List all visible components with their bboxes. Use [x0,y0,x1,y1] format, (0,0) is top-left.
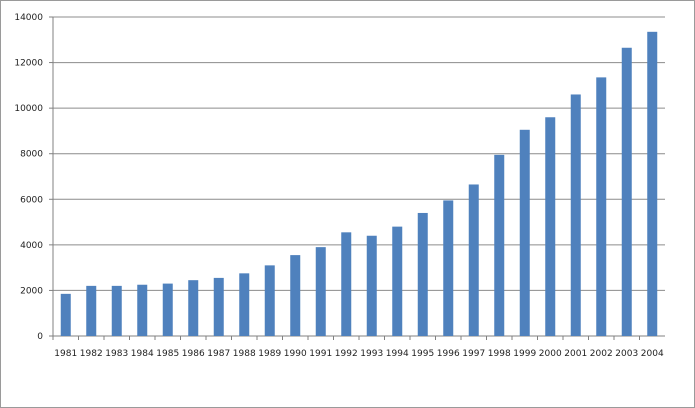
x-tick-label: 1999 [513,349,536,359]
bar-2001 [570,94,581,336]
bar-1991 [315,247,326,336]
x-tick-label: 1988 [233,349,256,359]
bar-1986 [188,280,199,336]
bar-1989 [264,265,275,336]
x-tick-label: 2000 [539,349,562,359]
bar-2002 [596,77,607,336]
x-tick-label: 1987 [207,349,230,359]
x-tick-label: 1989 [258,349,281,359]
x-tick-label: 1997 [462,349,485,359]
x-tick-label: 1986 [182,349,205,359]
x-tick-label: 2003 [615,349,638,359]
x-tick-label: 1991 [309,349,332,359]
x-tick-label: 1984 [131,349,154,359]
bar-1995 [417,212,428,336]
bar-1993 [366,235,377,336]
bar-1992 [341,232,352,336]
y-tick-label: 4000 [20,241,43,251]
bar-1987 [213,277,224,336]
bars [60,31,658,337]
x-axis: 1981 1982 1983 1984 1985 1986 1987 1988 1989 1990… [52,336,664,359]
bar-2003 [621,47,632,337]
x-tick-label: 2001 [564,349,587,359]
x-tick-label: 1992 [335,349,358,359]
y-tick-label: 6000 [20,195,43,205]
bar-1994 [392,226,403,336]
x-tick-label: 1994 [386,349,409,359]
bar-1982 [86,285,97,336]
bar-1998 [494,154,505,336]
y-axis: 0 2000 4000 6000 8000 10000 12000 14000 [14,13,54,342]
x-tick-label: 2002 [590,349,613,359]
y-tick-label: 0 [37,332,43,342]
x-tick-label: 1993 [360,349,383,359]
x-tick-label: 1985 [156,349,179,359]
bar-1985 [162,283,173,336]
y-tick-label: 14000 [14,13,43,23]
bar-1990 [290,255,301,336]
x-tick-label: 1981 [54,349,77,359]
x-tick-label: 1998 [488,349,511,359]
bar-2000 [545,117,556,336]
x-tick-label: 1995 [411,349,434,359]
bar-1988 [239,273,250,336]
bar-1999 [519,129,530,336]
bar-1996 [443,200,454,336]
x-tick-label: 2004 [641,349,664,359]
x-tick-label: 1982 [80,349,103,359]
bar-1983 [111,285,122,336]
x-tick-label: 1990 [284,349,307,359]
bar-1984 [137,284,148,336]
y-tick-label: 8000 [20,150,43,160]
bar-1997 [468,184,479,336]
bar-2004 [647,31,658,336]
y-tick-label: 12000 [14,59,43,69]
x-tick-label: 1996 [437,349,460,359]
y-tick-label: 2000 [20,286,43,296]
bar-1981 [60,293,71,336]
y-tick-label: 10000 [14,104,43,114]
x-tick-label: 1983 [105,349,128,359]
